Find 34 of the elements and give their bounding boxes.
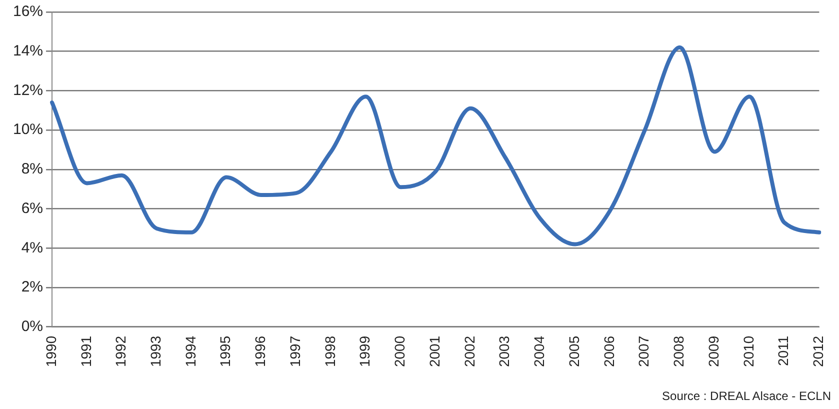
y-tick-label: 16%	[12, 3, 44, 20]
x-tick-label: 1995	[217, 336, 234, 368]
x-tick-label: 2005	[566, 336, 582, 368]
x-tick-label: 1999	[356, 336, 373, 368]
x-tick-label: 2000	[392, 336, 408, 368]
y-tick-label: 6%	[21, 200, 44, 217]
x-tick-label: 1997	[286, 336, 303, 368]
x-tick-label: 2007	[636, 336, 652, 368]
y-tick-label: 8%	[21, 160, 44, 178]
x-tick-label: 2010	[740, 336, 756, 368]
x-tick-label: 2009	[705, 336, 722, 368]
y-tick-label: 4%	[21, 239, 44, 256]
x-tick-label: 1990	[42, 336, 59, 368]
line-series	[50, 45, 822, 246]
x-tick-label: 1991	[78, 336, 94, 368]
y-tick-label: 2%	[21, 278, 44, 296]
x-tick-label: 1996	[252, 336, 268, 368]
y-tick-label: 10%	[12, 121, 44, 138]
x-tick-label: 1993	[147, 336, 164, 368]
x-tick-label: 2001	[426, 336, 442, 368]
x-tick-label: 1998	[322, 336, 338, 368]
x-tick-label: 2011	[775, 336, 792, 366]
x-tick-label: 2008	[670, 336, 687, 368]
x-tick-label: 2004	[531, 336, 548, 368]
x-tick-label: 2006	[600, 336, 617, 368]
x-tick-label: 2003	[496, 336, 512, 368]
y-tick-label: 0%	[21, 318, 44, 335]
source-note: Source : DREAL Alsace - ECLN	[662, 389, 831, 403]
x-tick-label: 1994	[182, 336, 198, 368]
y-tick-label: 12%	[12, 82, 44, 99]
x-tick-label: 1992	[112, 336, 129, 368]
x-tick-label: 2002	[461, 336, 478, 368]
y-tick-label: 14%	[12, 42, 44, 60]
x-tick-label: 2012	[810, 336, 826, 368]
